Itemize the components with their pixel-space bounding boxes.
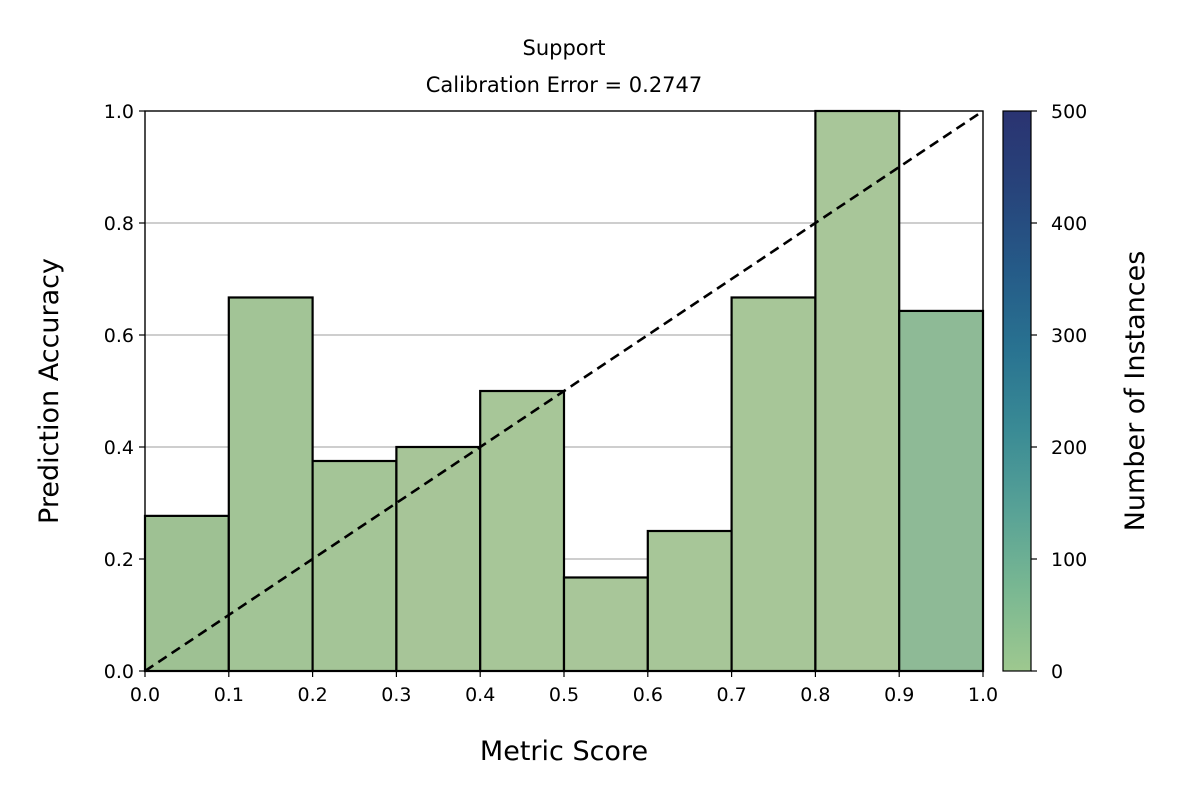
reference-line-group [144,109,984,673]
colorbar-ticks: 0 100 200 300 400 500 [1031,101,1087,683]
colorbar-tick-label: 300 [1051,325,1087,347]
bar [730,296,817,673]
colorbar-tick-label: 0 [1051,661,1063,683]
bar [562,576,649,673]
x-tick-label: 0.1 [214,684,244,706]
chart-subtitle: Calibration Error = 0.2747 [426,73,703,97]
reference-line [144,109,984,673]
chart-title: Support [522,36,605,60]
bar [227,296,314,673]
bar [479,389,566,673]
colorbar-label: Number of Instances [1120,251,1151,532]
x-tick-label: 0.2 [297,684,327,706]
y-tick-label: 0.8 [104,213,134,235]
y-tick-label: 0.4 [104,437,134,459]
x-tick-label: 0.3 [381,684,411,706]
bar [143,514,230,673]
x-axis-label: Metric Score [480,736,648,767]
bar [814,109,901,673]
y-ticks: 0.0 0.2 0.4 0.6 0.8 1.0 [104,101,145,683]
bars [143,109,985,673]
bar [898,309,985,673]
bar [646,529,733,673]
bar [311,459,398,673]
x-tick-label: 0.7 [716,684,746,706]
y-tick-label: 0.6 [104,325,134,347]
x-tick-label: 0.9 [884,684,914,706]
x-tick-label: 1.0 [968,684,998,706]
y-tick-label: 0.0 [104,661,134,683]
x-tick-label: 0.6 [633,684,663,706]
x-tick-label: 0.8 [800,684,830,706]
colorbar-tick-label: 100 [1051,549,1087,571]
colorbar-tick-label: 200 [1051,437,1087,459]
colorbar [1002,110,1032,672]
y-tick-label: 1.0 [104,101,134,123]
y-tick-label: 0.2 [104,549,134,571]
x-tick-label: 0.4 [465,684,495,706]
colorbar-tick-label: 500 [1051,101,1087,123]
colorbar-tick-label: 400 [1051,213,1087,235]
y-axis-label: Prediction Accuracy [34,258,65,524]
bar [395,445,482,673]
x-tick-label: 0.0 [130,684,160,706]
x-tick-label: 0.5 [549,684,579,706]
x-ticks: 0.0 0.1 0.2 0.3 0.4 0.5 0.6 0.7 0.8 0.9 1.0 [130,671,998,706]
